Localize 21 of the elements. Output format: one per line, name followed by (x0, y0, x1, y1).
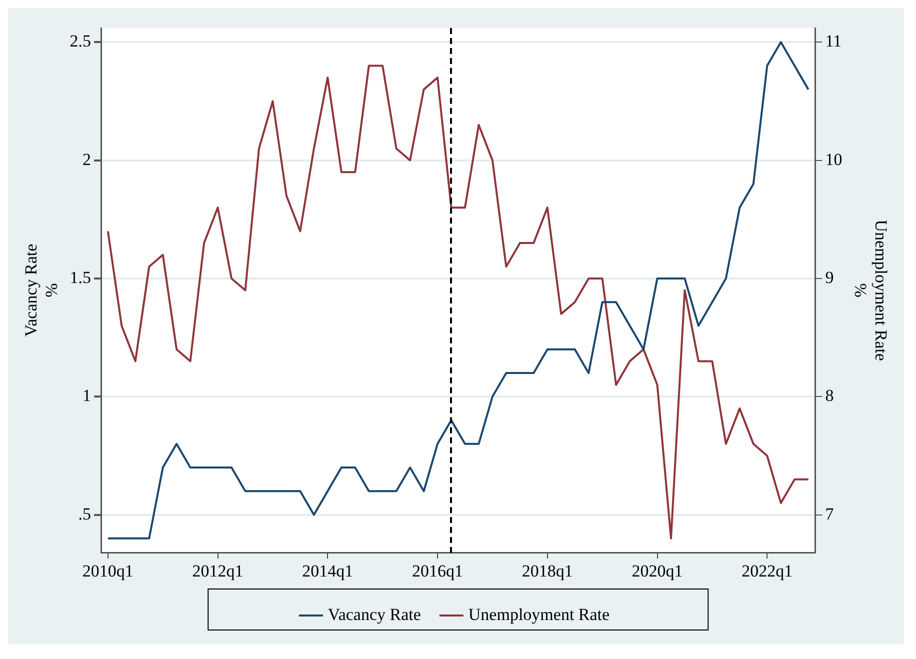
y2-tick-label: 11 (825, 32, 842, 51)
y2-tick-label: 7 (825, 504, 834, 524)
y-tick-label: 1.5 (70, 268, 92, 287)
y-axis-title: Vacancy Rate % (22, 244, 62, 337)
y-tick-label: 2 (82, 150, 92, 169)
x-tick-label: 2014q1 (302, 561, 354, 580)
x-tick-label: 2018q1 (522, 561, 573, 580)
legend-label: Unemployment Rate (468, 604, 610, 624)
x-tick-label: 2012q1 (192, 561, 244, 580)
y2-tick-label: 9 (825, 268, 834, 287)
legend-label: Vacancy Rate (328, 604, 421, 624)
y-tick-label: 1 (82, 386, 92, 406)
y2-tick-label: 10 (825, 150, 842, 169)
x-tick-label: 2016q1 (412, 561, 464, 580)
y2-tick-label: 8 (825, 386, 834, 406)
y-tick-label: 2.5 (70, 32, 92, 51)
x-tick-label: 2020q1 (632, 561, 683, 580)
y2-axis-title: Unemployment Rate % (850, 220, 890, 361)
x-tick-label: 2010q1 (82, 561, 134, 580)
x-tick-label: 2022q1 (742, 561, 793, 580)
y-tick-label: .5 (78, 504, 92, 524)
